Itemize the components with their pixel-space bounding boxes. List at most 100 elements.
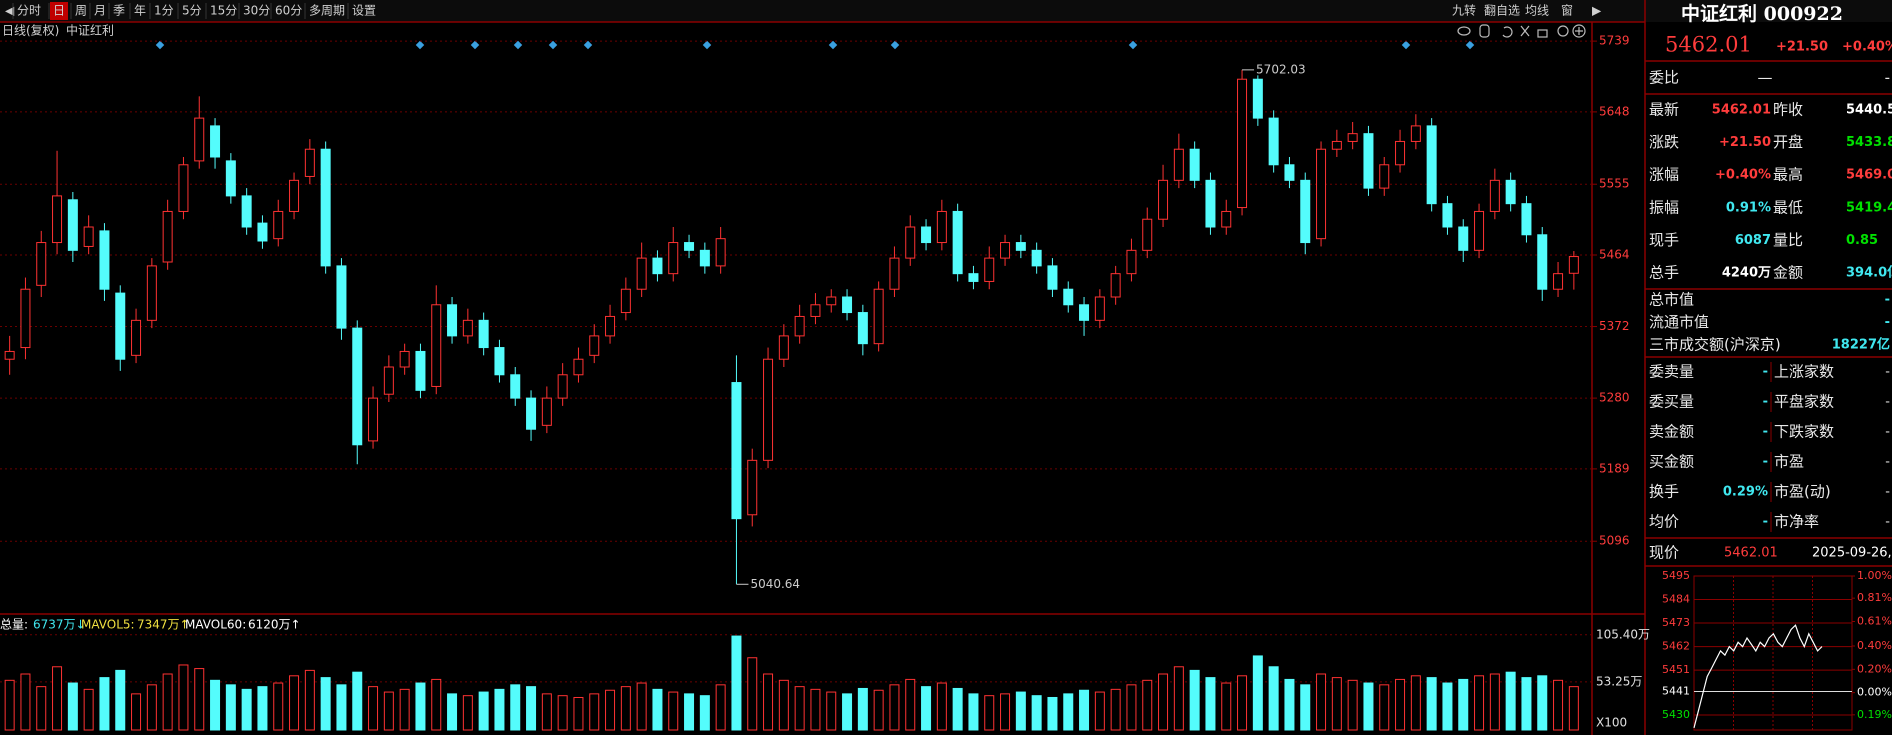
quote-value: 5433.83 [1846,135,1892,150]
now-value: 5462.01 [1724,546,1778,561]
volume-bar [447,693,458,731]
wb-label: 委比 [1649,69,1679,87]
toolbar-tab[interactable]: 1分 [154,4,174,18]
hand-icon[interactable] [1479,24,1490,38]
volume-bar [1568,686,1579,731]
volume-bar [399,688,410,731]
quote-label: 总市值 [1649,291,1694,309]
candle-body [557,374,568,399]
candle-body [1284,164,1295,181]
candle-body [20,288,31,349]
candle-body [1474,210,1485,251]
candle-body [1252,78,1263,119]
event-marker[interactable] [1128,40,1138,50]
quote-label: 涨跌 [1649,133,1679,151]
mini-y2-label: 0.61% [1857,615,1892,628]
volume-bar [115,669,126,731]
event-marker[interactable] [470,40,480,50]
candle-body [415,350,426,391]
lock-icon[interactable] [1537,29,1548,38]
toolbar-right[interactable]: 九转 [1452,3,1476,18]
toolbar-tab[interactable]: 季 [113,4,125,18]
toolbar-tab[interactable]: 周 [75,4,87,18]
candle-body [968,273,979,282]
volume-bar [778,679,789,731]
toolbar-right[interactable]: 翻自选 [1484,4,1520,18]
quote-value: - [1885,365,1890,380]
event-marker[interactable] [702,40,712,50]
event-marker[interactable] [828,40,838,50]
candle-body [810,304,821,317]
quote-label: 总手 [1649,264,1679,282]
eye-icon[interactable] [1457,26,1471,36]
mini-y2-label: 0.81% [1857,591,1892,604]
event-marker[interactable] [1401,40,1411,50]
volume-bar [1205,677,1216,731]
volume-bar [541,693,552,731]
nav-icon[interactable]: ◀ [5,4,15,18]
event-marker[interactable] [155,40,165,50]
volume-bar [699,695,710,731]
event-marker[interactable] [415,40,425,50]
toolbar-tab[interactable]: 5分 [182,4,202,18]
quote-label: 下跌家数 [1774,423,1834,441]
mini-y-label: 5473 [1662,616,1690,629]
candle-body [447,304,458,337]
volume-bar [873,689,884,731]
volume-legend-label: MAVOL5: [81,618,135,632]
toolbar-tab[interactable]: 多周期 [309,4,345,18]
quote-label: 市净率 [1774,513,1819,531]
quote-label: 三市成交额(沪深京) [1649,336,1781,354]
toolbar-tab[interactable]: 月 [94,4,106,18]
candle-body [1568,256,1579,274]
zoom-in-icon[interactable] [1575,27,1583,35]
toolbar-tab[interactable]: 15分 [210,4,237,18]
candle-body [210,125,221,158]
volume-bar [1173,666,1184,731]
volume-bar [1031,695,1042,731]
candle-body [289,179,300,212]
toolbar-right[interactable]: 窗 [1561,4,1573,18]
quote-name: 中证红利 000922 [1681,2,1843,25]
candle-body [431,304,442,387]
event-marker[interactable] [548,40,558,50]
toolbar-tab[interactable]: 60分 [275,4,302,18]
tab-active-bg [50,2,68,20]
candle-body [1237,78,1248,209]
quote-label: 最新 [1649,101,1679,119]
zoom-in-ring[interactable] [1572,24,1586,38]
volume-bar [1553,679,1564,731]
volume-bar [4,679,15,731]
event-marker[interactable] [513,40,523,50]
volume-bar [1442,682,1453,731]
candle-body [1189,148,1200,181]
event-marker[interactable] [890,40,900,50]
candle-body [747,459,758,516]
y-tick-label: 5372 [1599,319,1630,333]
toolbar-tab[interactable]: 设置 [352,4,376,18]
volume-bar [210,679,221,731]
quote-value: - [1885,515,1890,530]
volume-bar [1300,684,1311,731]
quote-price: 5462.01 [1665,33,1752,57]
event-marker[interactable] [1465,40,1475,50]
toolbar-tab[interactable]: 30分 [243,4,270,18]
quote-value: - [1763,515,1768,530]
toolbar-tab[interactable]: 分时 [17,4,41,18]
quote-value: - [1885,485,1890,500]
y-tick-label: 5280 [1599,391,1630,405]
cut-icon[interactable] [1520,25,1530,37]
quote-label: 昨收 [1773,101,1803,119]
refresh-icon[interactable] [1557,25,1569,37]
event-marker[interactable] [583,40,593,50]
quote-value: +0.40% [1715,168,1771,183]
toolbar-right[interactable]: 均线 [1525,4,1549,18]
candle-body [1489,179,1500,212]
candle-body [652,257,663,275]
undo-icon[interactable] [1502,26,1513,38]
toolbar-tab[interactable]: 年 [134,4,146,18]
nav-icon[interactable]: ▶ [1592,4,1602,18]
mini-y2-label: 1.00% [1857,569,1892,582]
toolbar-tab[interactable]: 日 [53,4,65,18]
volume-legend-value: 6737万↓ [33,618,86,632]
